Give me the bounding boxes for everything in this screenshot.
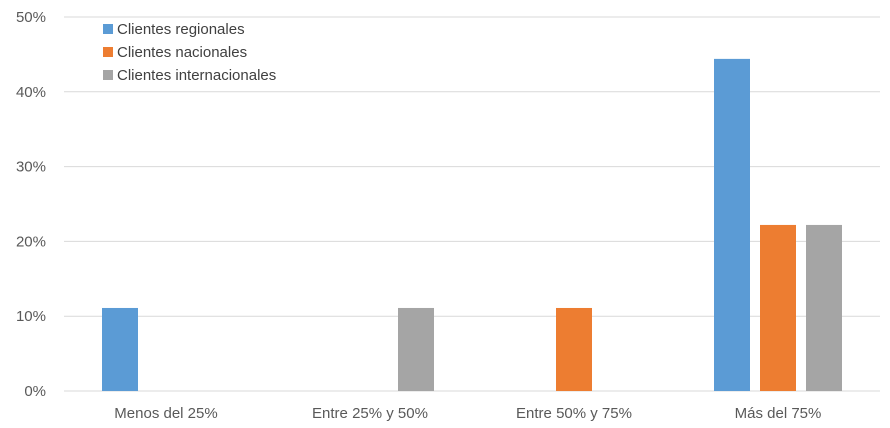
y-tick-label: 0% [24, 383, 46, 400]
x-tick-label: Más del 75% [735, 405, 822, 422]
bar-clientes-nacionales-4 [760, 224, 796, 391]
x-axis-tick-labels: Menos del 25% Entre 25% y 50% Entre 50% y … [114, 405, 821, 422]
y-tick-label: 10% [16, 308, 46, 325]
bar-clientes-internacionales-2 [398, 307, 434, 391]
x-tick-label: Menos del 25% [114, 405, 217, 422]
legend-swatch [103, 24, 113, 34]
x-tick-label: Entre 50% y 75% [516, 405, 632, 422]
bar-clientes-regionales-1 [102, 307, 138, 391]
bar-clientes-nacionales-3 [556, 307, 592, 391]
y-axis-tick-labels: 0% 10% 20% 30% 40% 50% [16, 9, 46, 400]
y-tick-label: 30% [16, 159, 46, 176]
y-tick-label: 20% [16, 233, 46, 250]
legend-label: Clientes nacionales [117, 44, 247, 61]
bar-clientes-regionales-4 [714, 58, 750, 391]
y-tick-label: 50% [16, 9, 46, 26]
legend: Clientes regionales Clientes nacionales Cl… [103, 21, 276, 84]
bars [102, 58, 842, 391]
x-tick-label: Entre 25% y 50% [312, 405, 428, 422]
bar-clientes-internacionales-4 [806, 224, 842, 391]
legend-swatch [103, 47, 113, 57]
y-tick-label: 40% [16, 84, 46, 101]
legend-swatch [103, 70, 113, 80]
legend-label: Clientes regionales [117, 21, 245, 38]
legend-label: Clientes internacionales [117, 67, 276, 84]
